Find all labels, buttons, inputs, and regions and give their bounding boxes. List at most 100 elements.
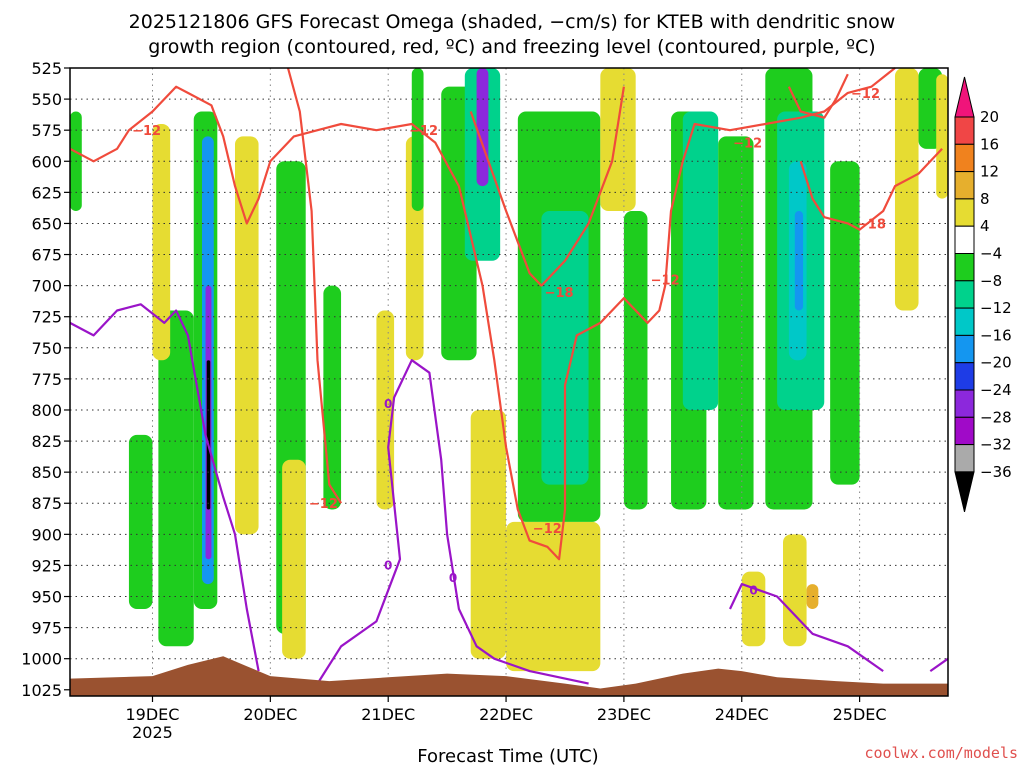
y-tick-label: 725 <box>31 308 62 327</box>
omega-shade-cell <box>794 211 804 311</box>
chart-title-line1: 2025121806 GFS Forecast Omega (shaded, −… <box>129 11 896 33</box>
colorbar-band <box>954 116 975 145</box>
x-axis-title: Forecast Time (UTC) <box>417 746 598 767</box>
omega-shade-cell <box>506 521 601 672</box>
freezing-level-line <box>316 359 589 685</box>
omega-shade-cell <box>541 211 589 485</box>
dgz-contour-line <box>787 73 849 119</box>
omega-shade-cell <box>411 68 424 212</box>
chart-title-line2: growth region (contoured, red, ºC) and f… <box>148 36 875 58</box>
colorbar-band <box>954 171 975 200</box>
colorbar-tick-label: 16 <box>980 135 999 153</box>
y-tick-label: 550 <box>31 90 62 109</box>
dgz-contour-label: −12 <box>651 273 680 288</box>
y-tick-label: 1000 <box>21 650 62 669</box>
freezing-level-line <box>69 303 260 672</box>
colorbar-tick-label: 20 <box>980 108 999 126</box>
y-tick-label: 1025 <box>21 681 62 700</box>
y-axis: 525 550 575 600 625 650 675 700 725 750 775 800 825 8… <box>21 59 70 700</box>
colorbar-band <box>954 444 975 473</box>
freezing-level-line <box>729 582 884 673</box>
dgz-contour-label: −12 <box>533 522 562 537</box>
colorbar-band <box>954 334 975 364</box>
freezing-contour-label: 0 <box>449 571 457 585</box>
freezing-level-line <box>929 657 949 673</box>
colorbar-band <box>954 253 975 282</box>
x-tick-label: 19DEC <box>126 705 180 724</box>
colorbar-band <box>954 143 975 173</box>
dgz-contour-label: −12 <box>309 497 338 512</box>
omega-shade-cell <box>206 360 211 510</box>
omega-shade-cell <box>806 584 819 609</box>
x-tick-label: 24DEC <box>715 705 769 724</box>
omega-shade-cell <box>600 68 636 212</box>
plot-frame <box>69 67 949 697</box>
colorbar-tick-label: 8 <box>980 190 990 208</box>
x-tick-label: 22DEC <box>479 705 533 724</box>
y-tick-label: 650 <box>31 214 62 233</box>
dgz-contour-line <box>286 67 343 504</box>
freezing-contour-label: 0 <box>749 583 757 597</box>
x-tick-label: 21DEC <box>361 705 415 724</box>
colorbar-tick-label: −4 <box>980 245 1002 263</box>
omega-shade-cell <box>936 74 948 199</box>
y-tick-label: 950 <box>31 588 62 607</box>
y-tick-label: 750 <box>31 339 62 358</box>
x-axis: 19DEC 20DEC 21DEC 22DEC 23DEC 24DEC 25DEC 2025 <box>126 696 887 742</box>
omega-shade-cell <box>152 123 171 361</box>
omega-shade-cell <box>718 136 754 510</box>
dgz-contour-label: −12 <box>733 137 762 152</box>
y-tick-label: 525 <box>31 59 62 78</box>
colorbar-band <box>954 416 975 446</box>
dgz-contour-label: −12 <box>132 124 161 139</box>
omega-shade-cell <box>158 310 194 647</box>
y-tick-label: 925 <box>31 556 62 575</box>
dgz-contour-line <box>799 148 943 231</box>
y-tick-label: 675 <box>31 246 62 265</box>
omega-shade-cell <box>234 136 259 535</box>
terrain-profile <box>70 656 948 696</box>
colorbar-tick-label: 4 <box>980 217 990 235</box>
plot-area: −12 −12 −12 −18 −12 −12 −12 −18 −12 0 0 0 0 <box>69 67 949 697</box>
freezing-contour-label: 0 <box>384 558 392 572</box>
y-tick-label: 575 <box>31 121 62 140</box>
dgz-contour-label: −18 <box>857 217 886 232</box>
dgz-contour-label: −18 <box>545 286 574 301</box>
y-tick-label: 625 <box>31 183 62 202</box>
colorbar-legend: 20 16 12 8 4 −4 −8 −12 −16 −20 −24 −28 −32 −36 <box>954 76 1012 513</box>
omega-shade-cell <box>894 68 919 311</box>
colorbar-tick-label: −24 <box>980 381 1012 399</box>
dgz-contour-line <box>469 86 625 287</box>
x-year-label: 2025 <box>132 723 173 742</box>
y-tick-label: 975 <box>31 619 62 638</box>
colorbar-bottom-arrow <box>954 471 975 513</box>
colorbar-tick-label: −8 <box>980 272 1002 290</box>
omega-shade-cell <box>282 459 306 659</box>
colorbar-tick-label: −36 <box>980 463 1012 481</box>
colorbar-band <box>954 280 975 309</box>
y-tick-label: 825 <box>31 432 62 451</box>
omega-shade-cell <box>476 68 489 187</box>
dgz-contour-label: −12 <box>409 124 438 139</box>
colorbar-tick-label: −12 <box>980 299 1012 317</box>
colorbar-tick-label: −20 <box>980 354 1012 372</box>
freezing-contour-label: 0 <box>384 397 392 411</box>
colorbar-tick-label: −32 <box>980 436 1012 454</box>
colorbar-tick-label: −16 <box>980 326 1012 344</box>
colorbar-tick-label: 12 <box>980 163 999 181</box>
colorbar-band <box>954 362 975 391</box>
dgz-contour-line <box>69 67 896 561</box>
colorbar-band <box>954 225 975 254</box>
y-tick-label: 875 <box>31 494 62 513</box>
colorbar-band <box>954 198 975 227</box>
y-tick-label: 775 <box>31 370 62 389</box>
x-tick-label: 20DEC <box>243 705 297 724</box>
colorbar-tick-label: −28 <box>980 408 1012 426</box>
x-tick-label: 23DEC <box>597 705 651 724</box>
dgz-contour-label: −12 <box>851 87 880 102</box>
omega-shade-cell <box>830 161 860 485</box>
x-tick-label: 25DEC <box>833 705 887 724</box>
omega-shade-cell <box>682 111 719 410</box>
y-tick-label: 900 <box>31 525 62 544</box>
